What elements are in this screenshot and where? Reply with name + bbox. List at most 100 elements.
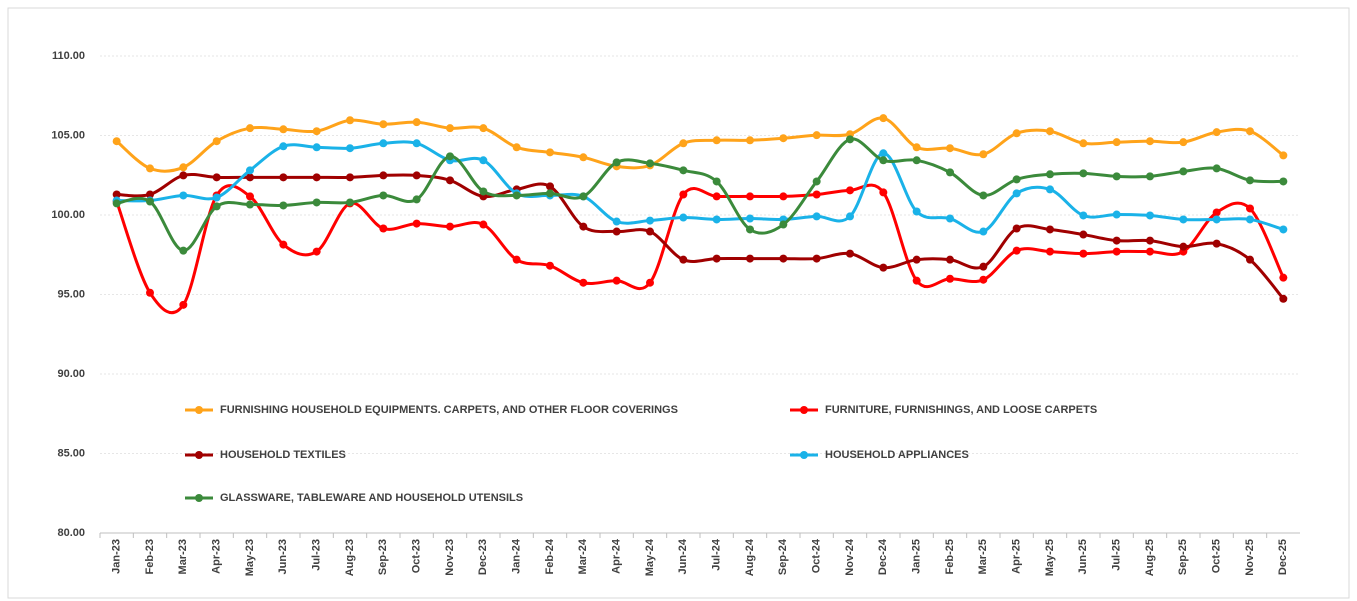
x-tick-label: Jul-25 bbox=[1111, 539, 1123, 571]
data-point bbox=[979, 227, 988, 236]
data-point bbox=[846, 186, 854, 195]
data-point bbox=[712, 215, 721, 224]
data-point bbox=[246, 173, 254, 182]
y-tick-label: 80.00 bbox=[57, 527, 85, 539]
data-point bbox=[1079, 249, 1088, 258]
data-point bbox=[1079, 211, 1088, 220]
data-point bbox=[712, 136, 721, 145]
data-point bbox=[146, 197, 154, 206]
data-point bbox=[979, 262, 988, 271]
data-point bbox=[212, 173, 221, 182]
data-point bbox=[1212, 128, 1221, 137]
y-tick-label: 90.00 bbox=[57, 368, 85, 380]
data-point bbox=[1146, 247, 1154, 256]
x-tick-label: Aug-25 bbox=[1144, 539, 1156, 576]
data-point bbox=[412, 118, 421, 127]
data-point bbox=[579, 153, 588, 162]
data-point bbox=[1279, 294, 1288, 303]
legend-label: FURNITURE, FURNISHINGS, AND LOOSE CARPET… bbox=[825, 404, 1097, 416]
y-tick-label: 95.00 bbox=[57, 288, 85, 300]
data-point bbox=[812, 131, 821, 140]
x-tick-label: Oct-25 bbox=[1211, 539, 1223, 573]
data-point bbox=[1112, 210, 1121, 219]
data-point bbox=[179, 246, 188, 255]
data-point bbox=[1146, 211, 1154, 220]
data-point bbox=[746, 254, 754, 263]
data-point bbox=[946, 214, 954, 223]
data-point bbox=[946, 255, 954, 264]
data-point bbox=[646, 227, 654, 236]
data-point bbox=[912, 143, 921, 152]
data-point bbox=[379, 171, 388, 180]
data-point bbox=[379, 224, 388, 233]
data-point bbox=[279, 125, 288, 134]
data-point bbox=[746, 225, 754, 234]
x-tick-label: Jul-23 bbox=[311, 539, 323, 571]
data-point bbox=[846, 249, 854, 258]
data-point bbox=[1179, 215, 1188, 224]
data-point bbox=[812, 254, 821, 263]
data-point bbox=[279, 201, 288, 210]
data-point bbox=[1212, 215, 1221, 224]
data-point bbox=[1079, 139, 1088, 148]
data-point bbox=[612, 276, 621, 285]
x-tick-label: Mar-23 bbox=[177, 539, 189, 574]
data-point bbox=[379, 191, 388, 200]
data-point bbox=[712, 177, 721, 186]
data-point bbox=[446, 222, 454, 231]
data-point bbox=[579, 192, 588, 201]
data-point bbox=[679, 139, 688, 148]
data-point bbox=[346, 116, 354, 125]
data-point bbox=[246, 124, 254, 133]
data-point bbox=[1046, 247, 1054, 256]
data-point bbox=[546, 189, 554, 198]
data-point bbox=[679, 190, 688, 199]
data-point bbox=[312, 247, 321, 256]
data-point bbox=[1046, 225, 1054, 234]
x-tick-label: Jan-24 bbox=[511, 538, 523, 574]
chart-frame bbox=[7, 7, 1350, 599]
data-point bbox=[146, 288, 154, 297]
x-tick-label: Mar-24 bbox=[577, 538, 589, 574]
data-point bbox=[812, 177, 821, 186]
data-point bbox=[879, 149, 888, 158]
legend-marker bbox=[800, 406, 808, 414]
data-point bbox=[512, 143, 521, 152]
data-point bbox=[779, 192, 788, 201]
data-point bbox=[112, 190, 121, 199]
data-point bbox=[812, 212, 821, 221]
data-point bbox=[1146, 236, 1154, 245]
data-point bbox=[1212, 208, 1221, 217]
data-point bbox=[379, 120, 388, 129]
x-tick-label: Jun-24 bbox=[677, 538, 689, 574]
x-tick-label: Aug-23 bbox=[344, 539, 356, 576]
data-point bbox=[479, 220, 488, 229]
legend-label: FURNISHING HOUSEHOLD EQUIPMENTS. CARPETS… bbox=[220, 404, 678, 416]
data-point bbox=[179, 171, 188, 180]
data-point bbox=[746, 214, 754, 223]
data-point bbox=[912, 276, 921, 285]
data-point bbox=[1212, 239, 1221, 248]
data-point bbox=[1079, 169, 1088, 178]
data-point bbox=[1246, 204, 1254, 213]
data-point bbox=[779, 220, 788, 229]
data-point bbox=[1212, 164, 1221, 173]
data-point bbox=[879, 263, 888, 272]
data-point bbox=[312, 198, 321, 207]
data-point bbox=[1012, 129, 1021, 138]
x-tick-label: Dec-23 bbox=[477, 539, 489, 575]
data-point bbox=[279, 173, 288, 182]
data-point bbox=[746, 192, 754, 201]
x-tick-label: Feb-23 bbox=[144, 539, 156, 574]
data-point bbox=[1246, 127, 1254, 136]
legend-label: GLASSWARE, TABLEWARE AND HOUSEHOLD UTENS… bbox=[220, 492, 523, 504]
data-point bbox=[779, 134, 788, 143]
x-tick-label: Aug-24 bbox=[744, 538, 756, 576]
data-point bbox=[1179, 138, 1188, 147]
x-tick-label: Apr-23 bbox=[211, 539, 223, 574]
data-point bbox=[579, 222, 588, 231]
data-point bbox=[912, 207, 921, 216]
data-point bbox=[1012, 224, 1021, 233]
y-tick-label: 85.00 bbox=[57, 447, 85, 459]
